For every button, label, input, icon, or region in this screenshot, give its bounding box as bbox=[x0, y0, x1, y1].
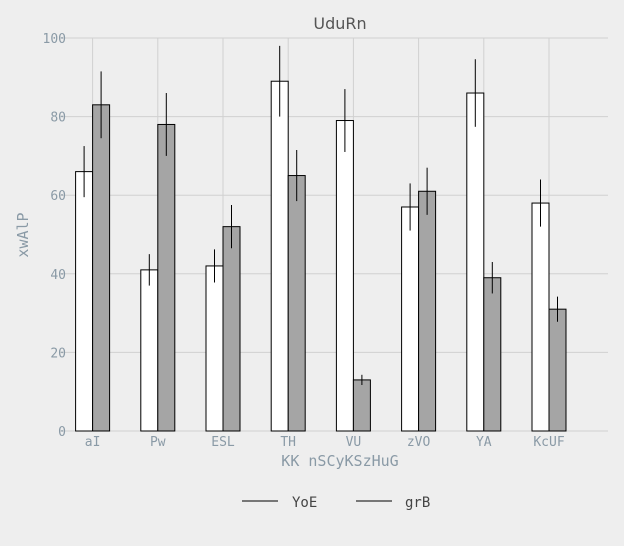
error-bars bbox=[83, 45, 558, 386]
bar-YoE-VU bbox=[335, 120, 354, 432]
x-axis-label: KK nSCyKSzHuG bbox=[281, 452, 398, 470]
y-tick-label: 20 bbox=[50, 346, 66, 361]
bar-grB-YA bbox=[483, 277, 502, 432]
bar-YoE-ESL bbox=[205, 265, 224, 432]
bar-YoE-Pw bbox=[140, 269, 159, 432]
legend-label-grB: grB bbox=[405, 495, 430, 511]
x-tick-label: ESL bbox=[211, 435, 235, 450]
bar-YoE-KcUF bbox=[531, 202, 550, 432]
bar-grB-Pw bbox=[157, 123, 176, 432]
y-axis-label: xwAlP bbox=[14, 212, 32, 257]
y-axis-ticks: 0 20 40 60 80 100 bbox=[43, 32, 66, 440]
x-tick-label: VU bbox=[346, 435, 362, 450]
x-tick-label: Pw bbox=[150, 435, 166, 450]
x-tick-label: KcUF bbox=[533, 435, 564, 450]
y-tick-label: 60 bbox=[50, 189, 66, 204]
x-tick-label: TH bbox=[280, 435, 296, 450]
bar-grB-aI bbox=[92, 104, 111, 432]
y-tick-label: 80 bbox=[50, 111, 66, 126]
bar-YoE-aI bbox=[75, 171, 94, 432]
x-tick-label: zVO bbox=[407, 435, 431, 450]
bar-grB-zVO bbox=[418, 190, 437, 432]
bar-YoE-YA bbox=[466, 92, 485, 432]
bars bbox=[75, 80, 567, 432]
x-tick-label: YA bbox=[476, 435, 492, 450]
legend-label-YoE: YoE bbox=[292, 495, 317, 511]
bar-YoE-TH bbox=[270, 80, 289, 432]
bar-grB-TH bbox=[287, 175, 306, 432]
bar-YoE-zVO bbox=[401, 206, 420, 432]
bar-grB-ESL bbox=[222, 226, 241, 432]
y-tick-label: 100 bbox=[43, 32, 66, 47]
legend: YoE grB bbox=[242, 495, 430, 511]
x-tick-label: aI bbox=[85, 435, 101, 450]
chart-title: UduRn bbox=[313, 14, 366, 33]
y-tick-label: 0 bbox=[58, 425, 66, 440]
bar-grB-KcUF bbox=[548, 308, 567, 432]
x-axis-ticks: aI Pw ESL TH VU zVO YA KcUF bbox=[85, 435, 565, 450]
y-tick-label: 40 bbox=[50, 268, 66, 283]
bar-grB-VU bbox=[352, 379, 371, 432]
